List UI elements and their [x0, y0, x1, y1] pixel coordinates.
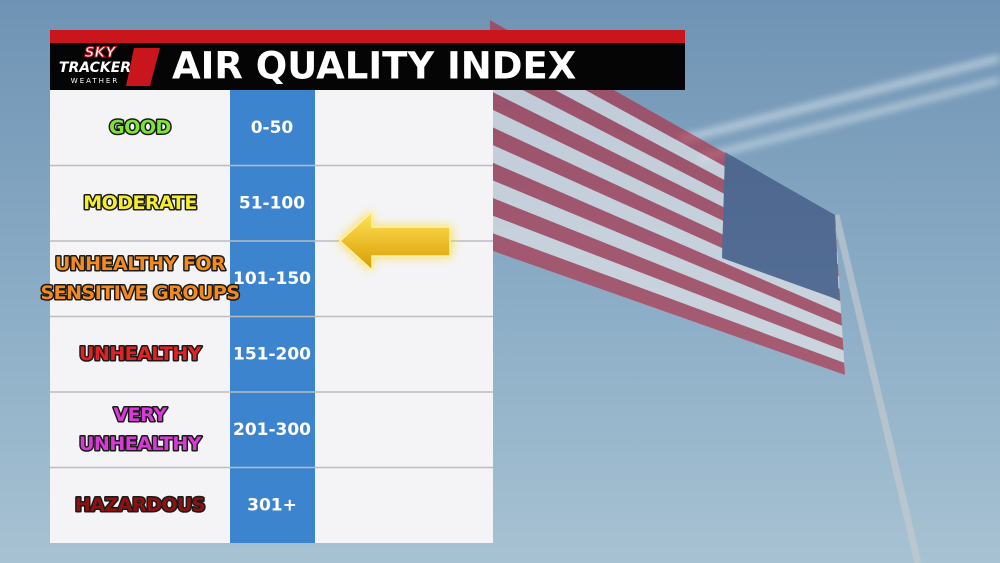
logo-weather: WEATHER: [71, 77, 119, 85]
range-label: 201-300: [233, 420, 311, 440]
range-label: 0-50: [251, 118, 294, 138]
range-label: 151-200: [233, 344, 311, 364]
category-label: UNHEALTHY: [79, 343, 202, 365]
category-label: MODERATE: [83, 192, 197, 214]
pointer-arrow: [338, 210, 452, 272]
range-label: 51-100: [239, 193, 305, 213]
logo-tracker: TRACKER: [59, 60, 131, 76]
category-label: GOOD: [109, 116, 171, 138]
header-title: AIR QUALITY INDEX: [172, 45, 576, 88]
header-stripe: [50, 30, 685, 43]
contrails: [679, 55, 1000, 161]
category-label: UNHEALTHY: [79, 433, 202, 455]
range-label: 301+: [247, 495, 297, 515]
category-label: SENSITIVE GROUPS: [40, 282, 239, 304]
category-label: UNHEALTHY FOR: [55, 253, 226, 275]
category-label: HAZARDOUS: [75, 494, 205, 516]
flag: [490, 20, 922, 563]
range-label: 101-150: [233, 269, 311, 289]
category-label: VERY: [113, 404, 167, 426]
logo: SKY TRACKER WEATHER: [59, 45, 160, 86]
table-rows: GOOD 0-50 MODERATE 51-100 UNHEALTHY FOR SENSI…: [39, 115, 493, 517]
logo-sky: SKY: [84, 45, 117, 61]
